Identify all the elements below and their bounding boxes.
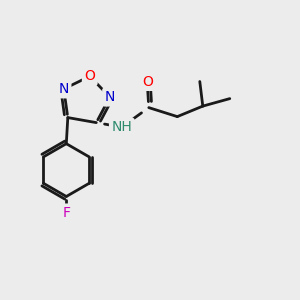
Text: N: N — [105, 90, 115, 104]
Text: F: F — [62, 206, 70, 220]
Text: O: O — [142, 74, 153, 88]
Text: NH: NH — [111, 120, 132, 134]
Text: O: O — [84, 69, 95, 83]
Text: N: N — [58, 82, 69, 96]
